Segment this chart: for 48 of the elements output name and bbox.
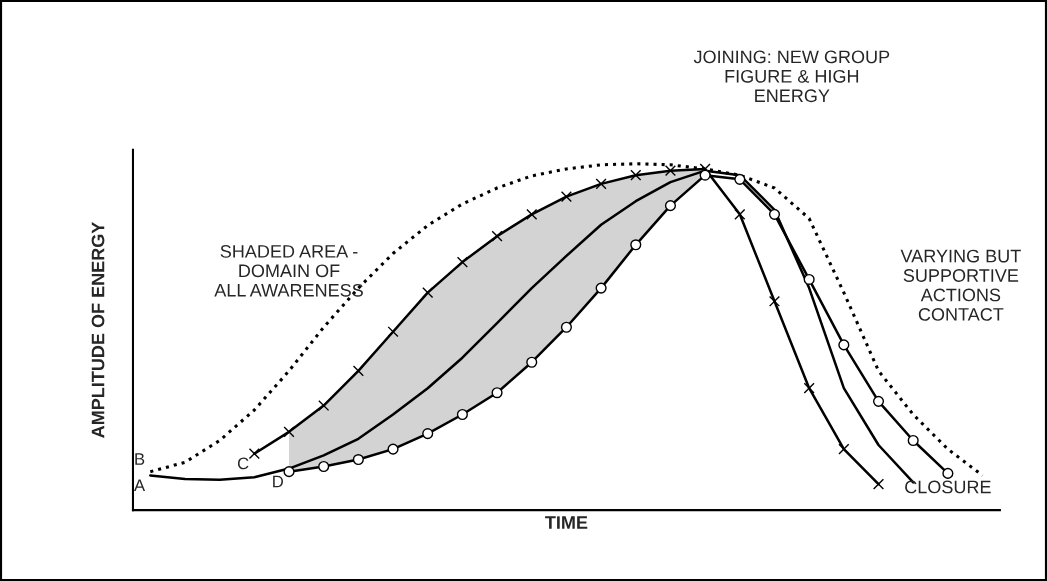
x-axis-title: TIME [545, 516, 588, 529]
point [734, 208, 746, 220]
point [907, 434, 919, 447]
series-label: A [134, 479, 146, 492]
point [664, 165, 677, 177]
point [630, 239, 642, 251]
point [595, 282, 607, 294]
point [422, 428, 434, 440]
point [283, 426, 295, 438]
point [838, 339, 850, 351]
point [560, 191, 572, 203]
annotation: CLOSURE [905, 480, 991, 494]
series-label: D [273, 475, 284, 488]
point [803, 273, 815, 285]
annotation: VARYING BUT SUPPORTIVE ACTIONS CONTACT [900, 249, 1021, 321]
point [318, 399, 330, 412]
y-axis-title: AMPLITUDE OF ENERGY [91, 221, 105, 438]
point [456, 408, 468, 421]
point [664, 200, 677, 212]
point [526, 356, 538, 368]
point [699, 169, 711, 181]
point [387, 443, 399, 455]
point [352, 453, 364, 466]
annotation: SHADED AREA - DOMAIN OF ALL AWARENESS [214, 244, 363, 297]
point [491, 230, 503, 242]
point [734, 173, 746, 185]
point [872, 395, 885, 407]
point [595, 178, 607, 190]
series-label: B [135, 453, 145, 465]
point [318, 460, 330, 473]
point [491, 387, 503, 399]
point [768, 208, 781, 220]
point [387, 326, 399, 338]
point [872, 478, 885, 490]
point [560, 321, 572, 333]
point [803, 382, 815, 394]
point [838, 443, 850, 455]
point [768, 295, 781, 307]
point [422, 287, 434, 299]
point [283, 466, 295, 478]
point [942, 467, 954, 479]
point [630, 169, 642, 181]
point [526, 208, 538, 220]
series-label: C [237, 457, 249, 470]
point [456, 256, 468, 268]
text: JOINING: NEW GROUP FIGURE & HIGH ENERGY [693, 50, 890, 103]
point [248, 448, 260, 460]
point [352, 365, 364, 377]
